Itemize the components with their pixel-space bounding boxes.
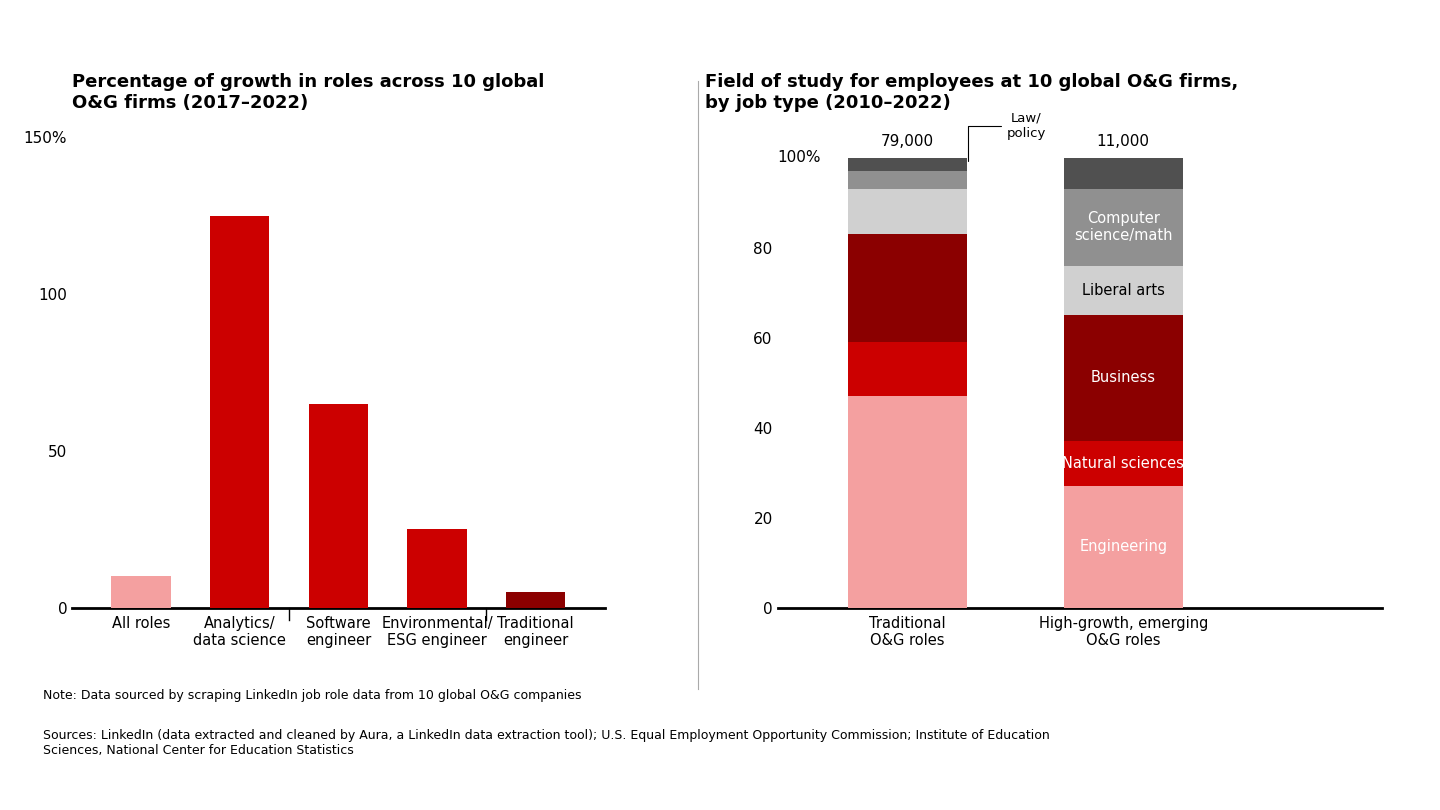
Bar	[848, 171, 966, 189]
Bar	[408, 529, 467, 608]
Bar	[848, 342, 966, 396]
Bar	[1064, 486, 1182, 608]
Text: Field of study for employees at 10 global O&G firms,
by job type (2010–2022): Field of study for employees at 10 globa…	[706, 73, 1238, 112]
Bar	[848, 396, 966, 608]
Bar	[1064, 315, 1182, 441]
Text: Note: Data sourced by scraping LinkedIn job role data from 10 global O&G compani: Note: Data sourced by scraping LinkedIn …	[43, 688, 582, 701]
Bar	[1064, 157, 1182, 189]
Text: Computer
science/math: Computer science/math	[1074, 211, 1172, 244]
Bar	[1064, 189, 1182, 266]
Text: Engineering: Engineering	[1079, 539, 1168, 554]
Text: Business: Business	[1090, 370, 1156, 386]
Text: Natural sciences: Natural sciences	[1063, 456, 1184, 471]
Text: Percentage of growth in roles across 10 global
O&G firms (2017–2022): Percentage of growth in roles across 10 …	[72, 73, 544, 112]
Text: 79,000: 79,000	[881, 134, 933, 148]
Bar	[308, 403, 369, 608]
Bar	[505, 592, 566, 608]
Text: Liberal arts: Liberal arts	[1081, 283, 1165, 298]
Text: Sources: LinkedIn (data extracted and cleaned by Aura, a LinkedIn data extractio: Sources: LinkedIn (data extracted and cl…	[43, 729, 1050, 757]
Bar	[1064, 266, 1182, 315]
Text: Law/
policy: Law/ policy	[968, 112, 1045, 161]
Bar	[848, 157, 966, 171]
Text: 100%: 100%	[778, 150, 821, 165]
Bar	[1064, 441, 1182, 486]
Text: 11,000: 11,000	[1097, 134, 1149, 148]
Bar	[848, 234, 966, 342]
Bar	[210, 215, 269, 608]
Bar	[111, 576, 171, 608]
Bar	[848, 189, 966, 234]
